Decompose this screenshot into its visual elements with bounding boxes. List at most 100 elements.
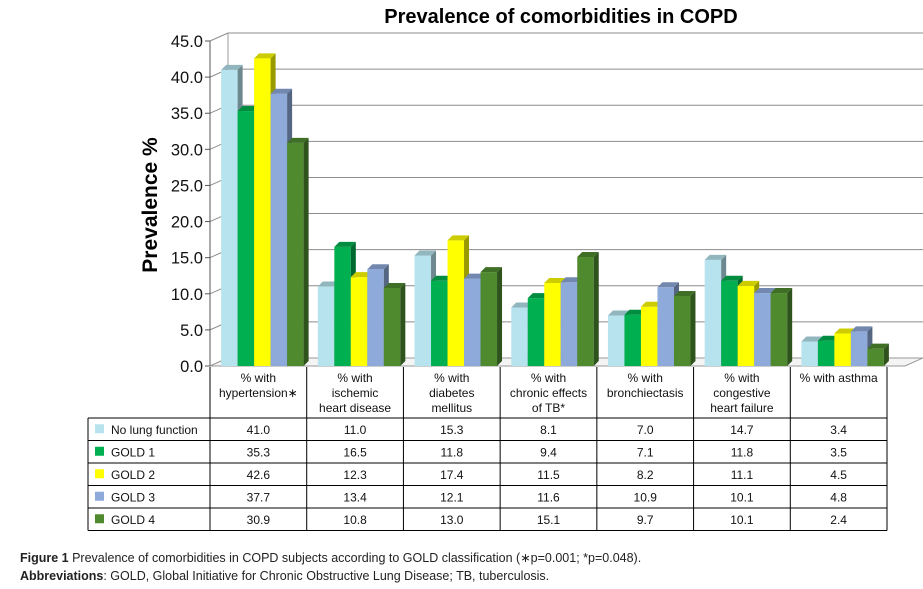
bar (383, 283, 406, 366)
bar-top (754, 288, 776, 294)
data-table-cell: 42.6 (247, 468, 271, 482)
bar-top (464, 273, 486, 279)
bar-front (367, 269, 384, 366)
legend-swatch (95, 424, 104, 434)
y-tick-label: 15.0 (171, 250, 203, 268)
bar-front (850, 331, 868, 366)
bar-top (834, 328, 856, 334)
bar-front (350, 277, 368, 366)
bar-top (350, 272, 373, 278)
data-table-cell: 11.6 (537, 490, 560, 504)
bar-top (447, 235, 470, 241)
category-label: % with (241, 371, 276, 385)
y-tick-label: 25.0 (171, 177, 203, 195)
y-tick-label: 45.0 (171, 33, 203, 51)
data-table-cell: 3.4 (830, 423, 847, 437)
figure-caption: Figure 1 Prevalence of comorbidities in … (20, 550, 641, 565)
bar-front (270, 93, 288, 366)
bar-front (431, 280, 448, 366)
legend-swatch (95, 446, 104, 456)
bar-front (577, 256, 594, 366)
bar-top (527, 293, 550, 299)
bar (480, 267, 503, 366)
category-label: % with (434, 371, 469, 385)
data-table-cell: 15.3 (440, 423, 464, 437)
bar-front (560, 282, 578, 366)
bar-front (770, 293, 788, 366)
category-label: % with (531, 371, 566, 385)
data-table-cell: 10.9 (634, 490, 658, 504)
data-table-cell: 7.0 (637, 423, 654, 437)
bar-front (834, 333, 851, 366)
legend-swatch (95, 491, 104, 501)
legend-label: GOLD 3 (111, 490, 155, 504)
bar-top (221, 64, 243, 70)
bar-top (737, 280, 760, 286)
bar-side (303, 137, 309, 366)
y-tick-label: 10.0 (171, 286, 203, 304)
bar-front (287, 142, 304, 366)
bar-side (787, 288, 793, 366)
data-table-cell: 13.4 (343, 490, 367, 504)
chart-title: Prevalence of comorbidities in COPD (384, 6, 737, 28)
bar-top (431, 275, 453, 281)
bar-front (317, 286, 335, 366)
bar-front (624, 314, 641, 366)
bar-top (624, 309, 646, 315)
bar-top (801, 336, 823, 342)
data-table-cell: 11.5 (537, 468, 560, 482)
abbreviations-label: Abbreviations (20, 569, 104, 583)
bar-top (657, 282, 679, 288)
data-table-cell: 9.4 (540, 445, 557, 459)
data-table-cell: 8.1 (540, 423, 557, 437)
category-label: mellitus (431, 401, 472, 415)
bar-front (221, 69, 238, 366)
data-table-cell: 41.0 (247, 423, 271, 437)
bar-top (721, 275, 743, 281)
bar-front (414, 255, 432, 366)
bar-top (334, 241, 356, 247)
bar (867, 343, 889, 366)
legend-label: GOLD 1 (111, 445, 155, 459)
bar-top (850, 326, 873, 332)
bar-top (577, 251, 599, 257)
category-label: bronchiectasis (607, 386, 684, 400)
bars (221, 53, 889, 367)
bar-top (817, 335, 840, 341)
bar-top (607, 310, 630, 316)
bar-chart: Prevalence of comorbidities in COPD 0.0 5… (87, 6, 923, 531)
bar-side (593, 251, 599, 366)
bar-top (560, 277, 583, 283)
bar-side (497, 267, 503, 366)
bar-top (867, 343, 889, 349)
data-table-cell: 11.8 (731, 445, 754, 459)
category-label: % with (628, 371, 663, 385)
y-axis-label: Prevalence % (139, 137, 162, 273)
bar-front (704, 259, 722, 366)
data-table-cell: 11.8 (441, 445, 464, 459)
category-label: chronic effects (510, 386, 587, 400)
data-table-cell: 4.5 (830, 468, 847, 482)
category-label: ischemic (332, 386, 379, 400)
bar-front (657, 287, 674, 366)
category-label: hypertension∗ (219, 386, 298, 400)
bar-top (544, 277, 566, 283)
bar-front (383, 288, 401, 366)
bar-front (754, 293, 771, 366)
data-table-cell: 10.1 (730, 513, 754, 527)
bar-side (690, 290, 696, 366)
category-label: heart disease (319, 401, 391, 415)
data-table-cell: 10.1 (730, 490, 754, 504)
bar-front (237, 111, 255, 366)
bar-top (770, 288, 793, 294)
bar-top (704, 254, 727, 260)
bar-top (287, 137, 309, 143)
bar-top (480, 267, 503, 273)
data-table-cell: 17.4 (440, 468, 464, 482)
legend-swatch (95, 469, 104, 479)
bar-front (801, 341, 818, 366)
bar-top (254, 53, 276, 59)
abbreviations-caption: Abbreviations: GOLD, Global Initiative f… (20, 569, 549, 583)
category-label: congestive (713, 386, 771, 400)
